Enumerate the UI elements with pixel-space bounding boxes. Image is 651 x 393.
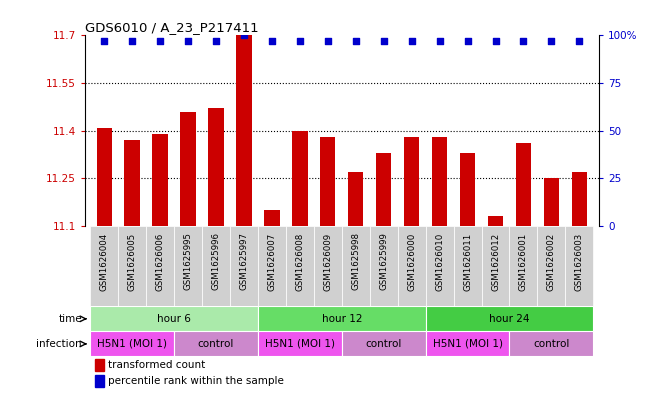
Text: GSM1626011: GSM1626011 [463, 232, 472, 291]
Bar [152, 134, 168, 226]
Bar [342, 331, 426, 356]
Bar [460, 153, 475, 226]
Text: transformed count: transformed count [108, 360, 205, 370]
Text: GSM1626008: GSM1626008 [296, 232, 305, 291]
Text: H5N1 (MOI 1): H5N1 (MOI 1) [265, 339, 335, 349]
Bar [426, 331, 510, 356]
Text: GSM1626002: GSM1626002 [547, 232, 556, 291]
Point [350, 38, 361, 44]
Bar [258, 331, 342, 356]
Bar [510, 331, 593, 356]
Text: GSM1626004: GSM1626004 [100, 232, 109, 291]
Point [406, 38, 417, 44]
Point [378, 38, 389, 44]
Text: GDS6010 / A_23_P217411: GDS6010 / A_23_P217411 [85, 21, 258, 34]
Bar [516, 143, 531, 226]
Bar [208, 108, 224, 226]
Bar [320, 137, 335, 226]
Point [295, 38, 305, 44]
Text: hour 24: hour 24 [490, 314, 530, 324]
Bar [348, 172, 363, 226]
Bar [236, 35, 252, 226]
Bar [124, 140, 140, 226]
Text: GSM1626012: GSM1626012 [491, 232, 500, 291]
Text: hour 12: hour 12 [322, 314, 362, 324]
Bar [454, 226, 482, 306]
Point [546, 38, 557, 44]
Point [239, 32, 249, 39]
Text: GSM1625999: GSM1625999 [379, 232, 388, 290]
Point [434, 38, 445, 44]
Point [99, 38, 109, 44]
Bar [482, 226, 510, 306]
Bar [292, 131, 307, 226]
Bar [258, 306, 426, 331]
Bar [572, 172, 587, 226]
Bar [432, 137, 447, 226]
Text: infection: infection [36, 339, 82, 349]
Text: GSM1626009: GSM1626009 [324, 232, 332, 290]
Point [211, 38, 221, 44]
Text: control: control [198, 339, 234, 349]
Bar [202, 226, 230, 306]
Point [490, 38, 501, 44]
Text: GSM1626003: GSM1626003 [575, 232, 584, 291]
Point [323, 38, 333, 44]
Point [155, 38, 165, 44]
Text: H5N1 (MOI 1): H5N1 (MOI 1) [432, 339, 503, 349]
Text: GSM1626007: GSM1626007 [268, 232, 277, 291]
Text: GSM1626000: GSM1626000 [407, 232, 416, 291]
Bar [90, 331, 174, 356]
Text: GSM1626005: GSM1626005 [128, 232, 137, 291]
Bar [230, 226, 258, 306]
Bar [90, 226, 118, 306]
Text: GSM1626006: GSM1626006 [156, 232, 165, 291]
Point [127, 38, 137, 44]
Bar [538, 226, 565, 306]
Bar [342, 226, 370, 306]
Bar [146, 226, 174, 306]
Text: control: control [365, 339, 402, 349]
Bar [370, 226, 398, 306]
Bar [286, 226, 314, 306]
Bar [96, 127, 112, 226]
Text: hour 6: hour 6 [157, 314, 191, 324]
Bar [426, 306, 593, 331]
Text: GSM1626010: GSM1626010 [435, 232, 444, 291]
Bar [404, 137, 419, 226]
Bar [488, 217, 503, 226]
Text: time: time [59, 314, 82, 324]
Point [183, 38, 193, 44]
Bar [174, 226, 202, 306]
Point [462, 38, 473, 44]
Bar [118, 226, 146, 306]
Bar [426, 226, 454, 306]
Bar [90, 306, 258, 331]
Point [267, 38, 277, 44]
Bar [314, 226, 342, 306]
Bar [376, 153, 391, 226]
Text: GSM1625996: GSM1625996 [212, 232, 221, 290]
Bar [264, 210, 279, 226]
Bar [95, 375, 104, 387]
Text: control: control [533, 339, 570, 349]
Bar [258, 226, 286, 306]
Bar [174, 331, 258, 356]
Bar [510, 226, 538, 306]
Bar [95, 359, 104, 371]
Text: GSM1625998: GSM1625998 [352, 232, 360, 290]
Text: H5N1 (MOI 1): H5N1 (MOI 1) [97, 339, 167, 349]
Point [518, 38, 529, 44]
Text: GSM1626001: GSM1626001 [519, 232, 528, 291]
Bar [544, 178, 559, 226]
Bar [180, 112, 196, 226]
Bar [398, 226, 426, 306]
Text: GSM1625995: GSM1625995 [184, 232, 193, 290]
Bar [565, 226, 593, 306]
Point [574, 38, 585, 44]
Text: percentile rank within the sample: percentile rank within the sample [108, 376, 284, 386]
Text: GSM1625997: GSM1625997 [240, 232, 249, 290]
